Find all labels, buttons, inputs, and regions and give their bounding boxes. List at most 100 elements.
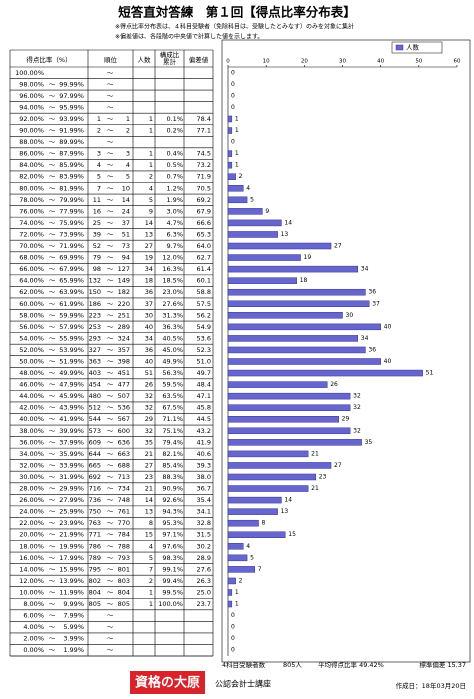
separator: ～: [107, 565, 114, 573]
column-header: 累計: [163, 57, 177, 66]
cell: 293: [89, 334, 101, 342]
cell: 67.99%: [59, 265, 84, 273]
cell: 75.99%: [59, 219, 84, 227]
cell: 0.2%: [166, 127, 183, 135]
separator: ～: [107, 531, 114, 539]
bar: [227, 185, 244, 192]
cell: 68.00%: [19, 254, 44, 262]
cell: 220: [118, 300, 130, 308]
x-tick-label: 20: [301, 59, 308, 65]
x-tick-label: 0: [226, 59, 230, 65]
separator: ～: [107, 138, 114, 146]
cell: 805: [118, 600, 130, 608]
cell: 23.0%: [162, 288, 183, 296]
cell: 64.00%: [19, 277, 44, 285]
data-label: 21: [311, 450, 319, 457]
separator: ～: [107, 542, 114, 550]
cell: 40: [145, 358, 153, 366]
cell: 36: [145, 346, 153, 354]
separator: ～: [107, 161, 114, 169]
cell: 70.00%: [19, 242, 44, 250]
cell: 45.99%: [59, 392, 84, 400]
cell: 1: [149, 127, 153, 135]
separator: ～: [49, 461, 56, 469]
cell: 83.99%: [59, 173, 84, 181]
separator: ～: [49, 242, 56, 250]
cell: 81.99%: [59, 184, 84, 192]
cell: 802: [89, 577, 101, 585]
data-label: 35: [365, 439, 373, 446]
cell: 98: [93, 265, 101, 273]
column-header: 得点比率（%）: [26, 55, 71, 64]
separator: ～: [49, 161, 56, 169]
separator: ～: [107, 230, 114, 238]
cell: 14: [145, 496, 153, 504]
cell: 49.9%: [162, 358, 183, 366]
cell: 34: [145, 265, 153, 273]
cell: 10: [122, 184, 130, 192]
cell: 11: [93, 196, 101, 204]
separator: ～: [107, 415, 114, 423]
cell: 74.00%: [19, 219, 44, 227]
cell: 644: [89, 450, 101, 458]
cell: 33.99%: [59, 461, 84, 469]
data-label: 9: [265, 208, 269, 215]
separator: ～: [107, 635, 114, 643]
separator: ～: [49, 80, 56, 88]
cell: 600: [118, 427, 130, 435]
cell: 18.00%: [19, 542, 44, 550]
cell: 223: [89, 311, 101, 319]
separator: ～: [107, 288, 114, 296]
separator: ～: [49, 346, 56, 354]
bar: [227, 173, 236, 180]
separator: ～: [49, 519, 56, 527]
cell: 77.1: [197, 127, 211, 135]
cell: 73: [122, 242, 130, 250]
cell: 56.3%: [162, 369, 183, 377]
cell: 27: [145, 461, 153, 469]
cell: 22.00%: [19, 519, 44, 527]
data-label: 0: [231, 104, 235, 111]
cell: 54.00%: [19, 334, 44, 342]
bar: [227, 589, 233, 596]
cell: 71.99%: [59, 242, 84, 250]
cell: 66.6: [197, 219, 211, 227]
separator: ～: [49, 288, 56, 296]
cell: 0.1%: [166, 115, 183, 123]
cell: 35.99%: [59, 450, 84, 458]
cell: 2.00%: [23, 635, 44, 643]
cell: 2: [149, 173, 153, 181]
separator: ～: [49, 323, 56, 331]
cell: 5.99%: [63, 623, 84, 631]
data-label: 1: [235, 589, 239, 596]
cell: 52: [93, 242, 101, 250]
separator: ～: [49, 358, 56, 366]
separator: ～: [107, 646, 114, 654]
cell: 92.6%: [162, 496, 183, 504]
cell: 363: [89, 358, 101, 366]
cell: 636: [118, 438, 130, 446]
cell: 32.00%: [19, 461, 44, 469]
cell: 14.00%: [19, 565, 44, 573]
cell: 692: [89, 473, 101, 481]
cell: 13: [145, 508, 153, 516]
data-label: 34: [361, 266, 369, 273]
data-label: 0: [231, 635, 235, 642]
data-label: 21: [311, 485, 319, 492]
cell: 77.99%: [59, 207, 84, 215]
data-label: 13: [281, 508, 289, 515]
cell: 26: [145, 381, 153, 389]
separator: ～: [107, 358, 114, 366]
bar: [227, 335, 359, 342]
cell: 4: [149, 184, 153, 192]
data-label: 40: [384, 358, 392, 365]
separator: ～: [49, 600, 56, 608]
examinees-label: 4科目受験者数: [222, 660, 266, 669]
bar: [227, 508, 278, 515]
examinees: 805人: [283, 661, 302, 669]
cell: 15.99%: [59, 565, 84, 573]
cell: 748: [118, 496, 130, 504]
cell: 477: [118, 381, 130, 389]
cell: 3: [126, 150, 130, 158]
cell: 65.99%: [59, 277, 84, 285]
